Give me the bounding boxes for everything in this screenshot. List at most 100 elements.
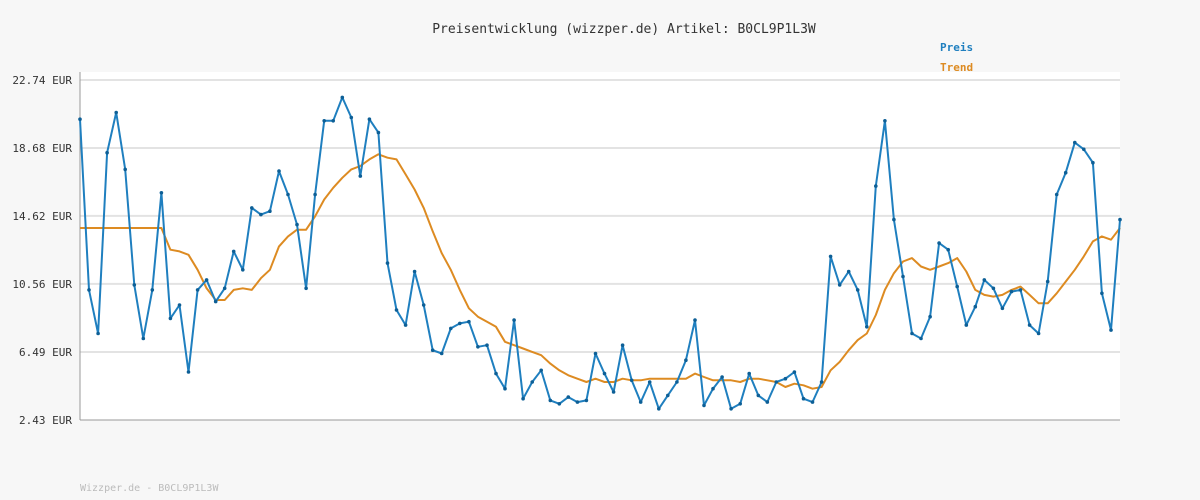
preis-point (304, 286, 308, 291)
preis-point (195, 288, 200, 292)
preis-point (910, 331, 914, 336)
preis-point (268, 209, 272, 213)
preis-point (955, 284, 959, 289)
preis-point (412, 269, 417, 274)
preis-point (403, 323, 408, 327)
preis-point (964, 323, 969, 327)
preis-point (738, 402, 742, 406)
preis-point (611, 390, 616, 394)
preis-point (1027, 323, 1032, 327)
preis-point (675, 380, 679, 384)
preis-point (747, 371, 751, 376)
preis-point (991, 286, 996, 291)
preis-point (168, 316, 173, 321)
preis-point (394, 308, 399, 312)
preis-point (792, 370, 797, 374)
y-axis-ticks: 2.43 EUR 6.49 EUR 10.56 EUR 14.62 EUR 18.68 … (12, 74, 72, 427)
preis-point (313, 192, 317, 197)
preis-point (521, 396, 525, 401)
preis-point (241, 268, 245, 272)
preis-point (349, 115, 354, 120)
preis-point (376, 130, 381, 135)
preis-point (87, 288, 91, 292)
preis-point (1082, 147, 1086, 152)
preis-point (937, 241, 941, 245)
preis-point (259, 212, 263, 217)
preis-point (340, 95, 345, 100)
preis-point (385, 261, 390, 265)
preis-point (702, 403, 706, 408)
preis-point (846, 269, 851, 274)
preis-point (720, 375, 724, 379)
preis-point (439, 351, 444, 356)
legend-preis: Preis (940, 41, 973, 54)
preis-point (204, 278, 209, 282)
preis-point (467, 319, 471, 324)
y-tick-label: 6.49 EUR (19, 346, 72, 359)
preis-point (132, 283, 137, 287)
preis-point (539, 368, 543, 373)
preis-point (367, 117, 372, 121)
preis-point (638, 400, 643, 404)
preis-point (620, 343, 625, 348)
plot-area (80, 72, 1120, 420)
preis-point (729, 407, 733, 411)
preis-point (1100, 291, 1104, 296)
preis-point (114, 110, 118, 115)
preis-point (946, 247, 950, 252)
preis-point (1009, 289, 1014, 294)
preis-point (684, 358, 688, 363)
preis-point (765, 400, 770, 404)
preis-point (666, 393, 670, 398)
preis-point (222, 286, 227, 291)
preis-point (557, 402, 562, 406)
y-tick-label: 22.74 EUR (12, 74, 72, 87)
preis-point (231, 249, 236, 254)
preis-point (213, 299, 218, 304)
preis-point (530, 380, 534, 384)
preis-series-line (79, 96, 1121, 410)
preis-point (602, 371, 607, 376)
preis-point (756, 393, 761, 398)
preis-point (159, 191, 164, 195)
preis-point (593, 351, 598, 356)
chart-title: Preisentwicklung (wizzper.de) Artikel: B… (432, 22, 816, 37)
preis-point (647, 380, 652, 384)
preis-point (421, 303, 426, 307)
preis-point (123, 167, 127, 172)
preis-point (1109, 328, 1113, 332)
preis-point (105, 150, 109, 155)
preis-point (1054, 192, 1059, 197)
y-tick-label: 14.62 EUR (12, 210, 72, 223)
preis-point (575, 400, 580, 404)
footer-text: Wizzper.de - B0CL9P1L3W (80, 483, 219, 494)
preis-point (819, 380, 824, 384)
preis-point (774, 380, 779, 384)
preis-point (322, 119, 327, 123)
preis-point (1045, 279, 1050, 284)
y-tick-label: 2.43 EUR (19, 414, 72, 427)
preis-point (1063, 170, 1068, 175)
preis-point (503, 386, 507, 391)
preis-point (150, 288, 155, 292)
preis-point (177, 303, 182, 307)
preis-point (141, 336, 146, 341)
preis-point (1091, 160, 1095, 165)
y-tick-label: 10.56 EUR (12, 278, 72, 291)
preis-point (810, 400, 815, 404)
preis-point (919, 336, 923, 341)
preis-point (1018, 288, 1023, 292)
preis-point (331, 119, 336, 123)
preis-point (693, 318, 697, 322)
preis-point (78, 117, 82, 121)
preis-point (711, 386, 715, 391)
preis-point (485, 343, 489, 348)
preis-point (358, 174, 363, 178)
preis-point (892, 217, 896, 222)
preis-point (865, 325, 869, 329)
preis-point (458, 321, 462, 326)
preis-point (295, 222, 299, 227)
preis-point (783, 376, 788, 381)
